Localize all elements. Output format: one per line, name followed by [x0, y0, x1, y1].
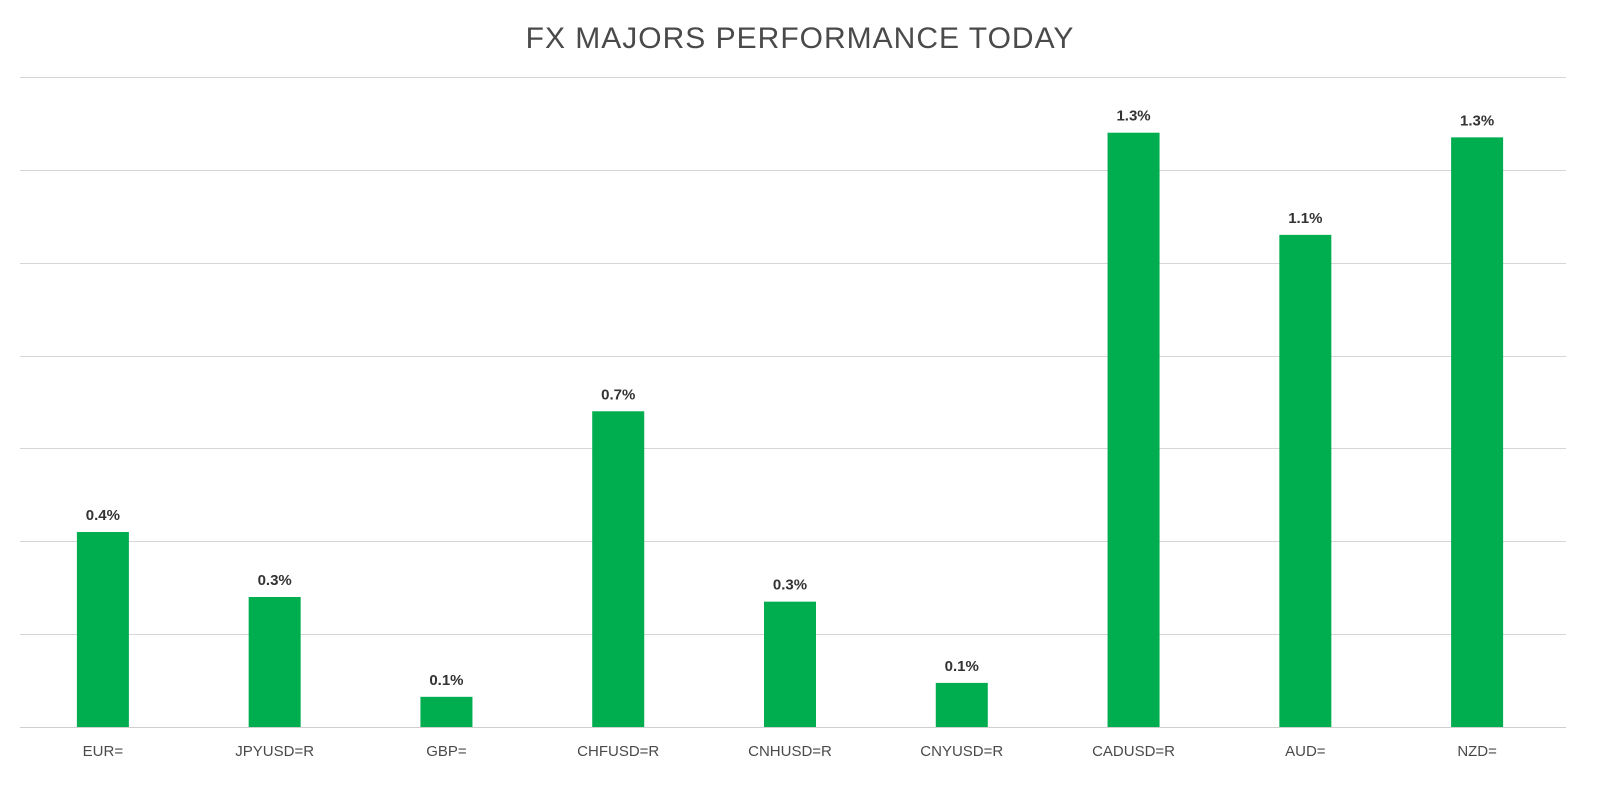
data-label: 1.3%	[1116, 108, 1150, 125]
bar	[76, 532, 129, 727]
data-label: 0.3%	[258, 572, 292, 589]
x-tick-label: AUD=	[1285, 743, 1326, 760]
bar	[248, 597, 301, 727]
bar	[592, 411, 645, 727]
x-tick-label: CNHUSD=R	[748, 743, 832, 760]
bar	[1107, 132, 1160, 727]
data-labels: 0.4% 0.3% 0.1% 0.7% 0.3% 0.1% 1.3% 1.1% 1.3%	[86, 108, 1494, 689]
data-label: 0.1%	[429, 672, 463, 689]
bar	[420, 696, 473, 727]
data-label: 0.4%	[86, 507, 120, 524]
x-tick-label: NZD=	[1457, 743, 1497, 760]
x-tick-label: CNYUSD=R	[920, 743, 1003, 760]
data-label: 0.3%	[773, 577, 807, 594]
chart-title: FX MAJORS PERFORMANCE TODAY	[526, 22, 1075, 55]
data-label: 1.3%	[1460, 112, 1494, 129]
x-tick-label: CADUSD=R	[1092, 743, 1175, 760]
bar	[764, 601, 816, 727]
x-tick-label: CHFUSD=R	[577, 743, 659, 760]
bar	[1279, 234, 1332, 727]
bars	[76, 132, 1504, 727]
x-axis-tick-labels: EUR= JPYUSD=R GBP= CHFUSD=R CNHUSD=R CNYUSD=R…	[83, 743, 1497, 760]
x-tick-label: GBP=	[426, 743, 467, 760]
x-tick-label: EUR=	[83, 743, 124, 760]
data-label: 1.1%	[1288, 210, 1322, 227]
data-label: 0.7%	[601, 386, 635, 403]
bar	[1451, 137, 1504, 727]
data-label: 0.1%	[945, 658, 979, 675]
x-tick-label: JPYUSD=R	[235, 743, 314, 760]
bar	[935, 682, 988, 727]
